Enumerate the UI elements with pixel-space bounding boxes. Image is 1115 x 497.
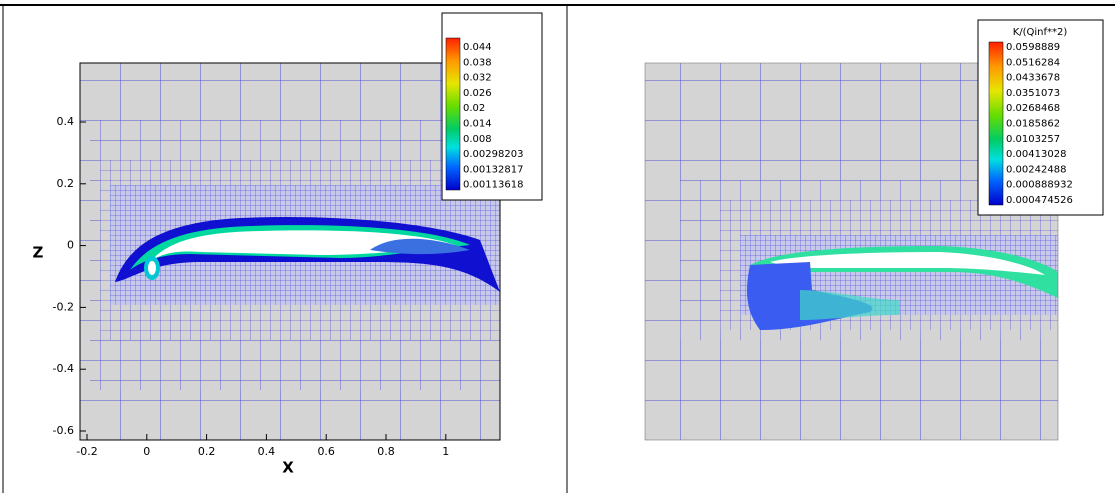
colorbar-label: 0.0433678 <box>1006 73 1060 84</box>
colorbar-label: 0.008 <box>463 134 492 145</box>
y-tick-label: 0 <box>67 239 74 252</box>
colorbar-label: 0.0185862 <box>1006 119 1060 130</box>
colorbar-label: 0.00413028 <box>1006 149 1066 160</box>
colorbar-label: 0.032 <box>463 73 492 84</box>
colorbar-label: 0.014 <box>463 119 492 130</box>
x-tick-label: 0 <box>143 445 150 458</box>
colorbar-label: 0.00113618 <box>463 180 523 191</box>
colorbar-label: 0.00242488 <box>1006 164 1066 175</box>
x-tick-label: 0.2 <box>198 445 216 458</box>
y-tick-label: 0.4 <box>57 115 75 128</box>
x-tick-label: -0.2 <box>76 445 97 458</box>
x-tick-label: 0.6 <box>317 445 335 458</box>
colorbar-label: 0.044 <box>463 42 492 53</box>
x-axis-label: X <box>282 459 294 477</box>
y-tick-label: 0.2 <box>57 177 75 190</box>
colorbar-label: 0.000888932 <box>1006 180 1073 191</box>
x-tick-label: 1 <box>442 445 449 458</box>
colorbar-label: 0.0598889 <box>1006 42 1060 53</box>
y-tick-label: -0.2 <box>53 300 74 313</box>
y-tick-label: -0.6 <box>53 424 74 437</box>
x-tick-label: 0.8 <box>377 445 395 458</box>
axes-left: 0.40.20-0.2-0.4-0.6-0.2 0 0.2 0.4 0.6 0.8 1XZ <box>33 115 450 477</box>
colorbar-label: 0.038 <box>463 57 492 68</box>
colorbar-label: 0.0268468 <box>1006 103 1060 114</box>
x-tick-label: 0.4 <box>258 445 276 458</box>
colorbar-label: 0.00298203 <box>463 149 523 160</box>
colorbar-label: 0.00132817 <box>463 164 523 175</box>
colorbar-label: 0.02 <box>463 103 485 114</box>
y-tick-label: -0.4 <box>53 362 74 375</box>
colorbar-label: 0.026 <box>463 88 492 99</box>
frame <box>0 4 1115 493</box>
colorbar-right: K/(Qinf**2) 0.0598889 0.0516284 0.0433678 0.… <box>977 19 1104 216</box>
colorbar-title: K/(Qinf**2) <box>1013 27 1068 38</box>
y-axis-label: Z <box>33 244 44 262</box>
colorbar-label: 0.0351073 <box>1006 88 1060 99</box>
colorbar-label: 0.000474526 <box>1006 195 1073 206</box>
colorbar-label: 0.0516284 <box>1006 57 1060 68</box>
mesh-plot-left <box>79 62 501 441</box>
colorbar-label: 0.0103257 <box>1006 134 1060 145</box>
colorbar-left: K/(Qinf**2)0.0440.0380.0320.0260.020.014… <box>441 12 1044 201</box>
